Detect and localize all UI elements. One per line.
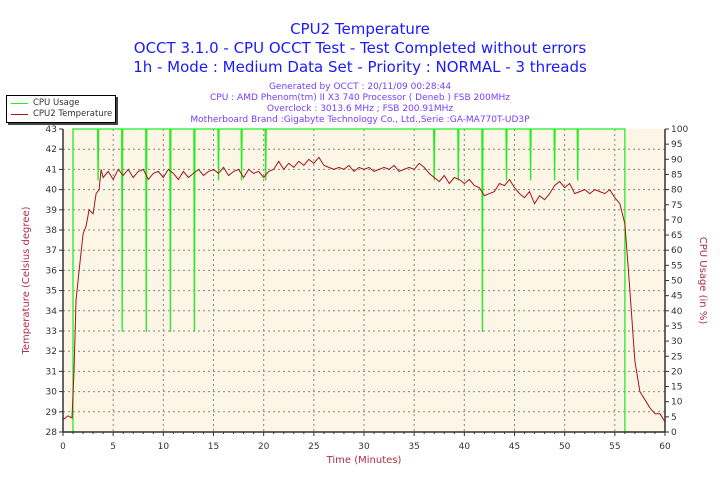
info-motherboard: Motherboard Brand :Gigabyte Technology C…: [190, 115, 530, 125]
info-generated: Generated by OCCT : 20/11/09 00:28:44: [268, 82, 452, 92]
y2-tick-label: 5: [671, 413, 677, 423]
chart-subtitle-test: OCCT 3.1.0 - CPU OCCT Test - Test Comple…: [133, 39, 587, 57]
y2-tick-label: 70: [671, 216, 683, 226]
legend-item-temperature: CPU2 Temperature: [11, 109, 112, 120]
legend: CPU Usage CPU2 Temperature: [6, 95, 116, 123]
x-tick-label: 40: [459, 442, 471, 452]
legend-swatch-cpu-usage: [11, 103, 28, 104]
y2-tick-label: 85: [671, 170, 682, 180]
x-tick-label: 50: [559, 442, 571, 452]
legend-label: CPU2 Temperature: [33, 109, 113, 119]
y-tick-label: 35: [46, 287, 57, 297]
y-axis-title: Temperature (Celsius degree): [21, 206, 32, 355]
y-tick-label: 36: [46, 266, 58, 276]
x-tick-label: 25: [308, 442, 319, 452]
y-tick-label: 31: [46, 367, 57, 377]
y-tick-label: 37: [46, 246, 57, 256]
y2-tick-label: 0: [671, 428, 677, 438]
y2-tick-label: 50: [671, 277, 683, 287]
y-tick-label: 29: [46, 408, 58, 418]
x-tick-label: 35: [408, 442, 419, 452]
y-tick-label: 32: [46, 347, 57, 357]
legend-item-cpu-usage: CPU Usage: [11, 98, 79, 109]
y2-axis-title: CPU Usage (in %): [697, 237, 708, 325]
x-tick-label: 0: [60, 442, 66, 452]
y2-tick-label: 20: [671, 367, 683, 377]
y2-tick-label: 90: [671, 155, 683, 165]
x-tick-label: 20: [258, 442, 270, 452]
x-tick-label: 15: [208, 442, 219, 452]
y-tick-label: 28: [46, 428, 58, 438]
y2-tick-label: 60: [671, 246, 683, 256]
y-tick-label: 41: [46, 165, 57, 175]
y-tick-label: 33: [46, 327, 57, 337]
x-tick-label: 30: [358, 442, 370, 452]
y-tick-label: 43: [46, 125, 57, 135]
x-tick-label: 5: [110, 442, 116, 452]
series-line-temperature: [62, 156, 666, 423]
x-tick-label: 55: [609, 442, 620, 452]
y-tick-label: 40: [46, 186, 58, 196]
y2-tick-label: 10: [671, 398, 683, 408]
x-tick-label: 10: [158, 442, 170, 452]
y2-tick-label: 95: [671, 140, 682, 150]
y2-tick-label: 40: [671, 307, 683, 317]
x-axis-title: Time (Minutes): [326, 455, 402, 466]
info-overclock: Overclock : 3013.6 MHz ; FSB 200.91MHz: [266, 104, 454, 114]
y2-tick-label: 80: [671, 186, 683, 196]
y2-tick-label: 45: [671, 292, 682, 302]
y-tick-label: 39: [46, 206, 58, 216]
chart-subtitle-mode: 1h - Mode : Medium Data Set - Priority :…: [133, 58, 587, 76]
y2-tick-label: 35: [671, 322, 682, 332]
x-tick-label: 60: [659, 442, 671, 452]
y2-tick-label: 55: [671, 261, 682, 271]
y2-tick-label: 30: [671, 337, 683, 347]
info-cpu: CPU : AMD Phenom(tm) II X3 740 Processor…: [210, 93, 510, 103]
legend-swatch-temperature: [11, 114, 28, 115]
y2-tick-label: 15: [671, 383, 682, 393]
y-tick-label: 38: [46, 226, 58, 236]
y2-tick-label: 25: [671, 352, 682, 362]
series-line-cpu-usage: [63, 128, 665, 433]
chart-title: CPU2 Temperature: [290, 20, 430, 38]
y-tick-label: 34: [46, 307, 58, 317]
y-tick-label: 30: [46, 388, 58, 398]
x-tick-label: 45: [509, 442, 520, 452]
y2-tick-label: 100: [671, 125, 688, 135]
y2-tick-label: 65: [671, 231, 682, 241]
y2-tick-label: 75: [671, 201, 682, 211]
y-tick-label: 42: [46, 145, 57, 155]
legend-label: CPU Usage: [33, 98, 80, 108]
